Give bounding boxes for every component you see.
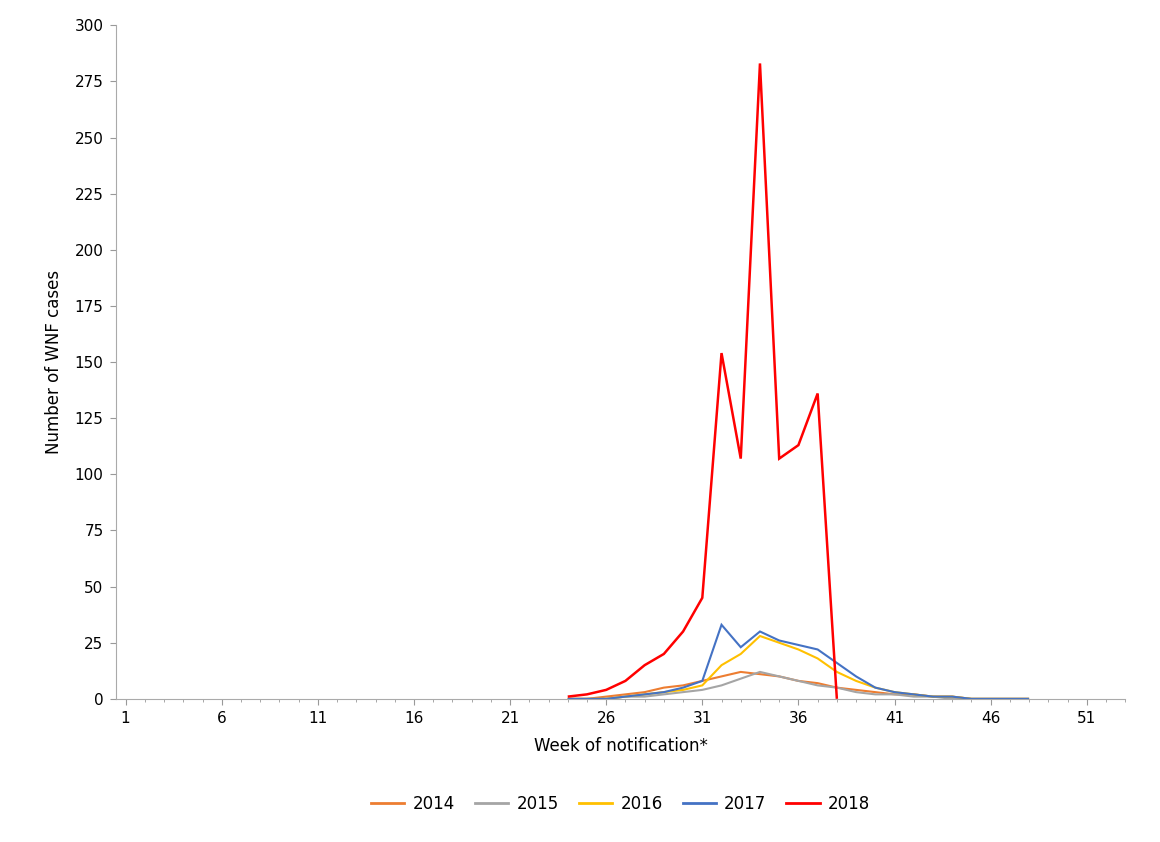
Legend: 2014, 2015, 2016, 2017, 2018: 2014, 2015, 2016, 2017, 2018 [364, 788, 877, 819]
Y-axis label: Number of WNF cases: Number of WNF cases [45, 270, 64, 454]
X-axis label: Week of notification*: Week of notification* [534, 738, 708, 755]
